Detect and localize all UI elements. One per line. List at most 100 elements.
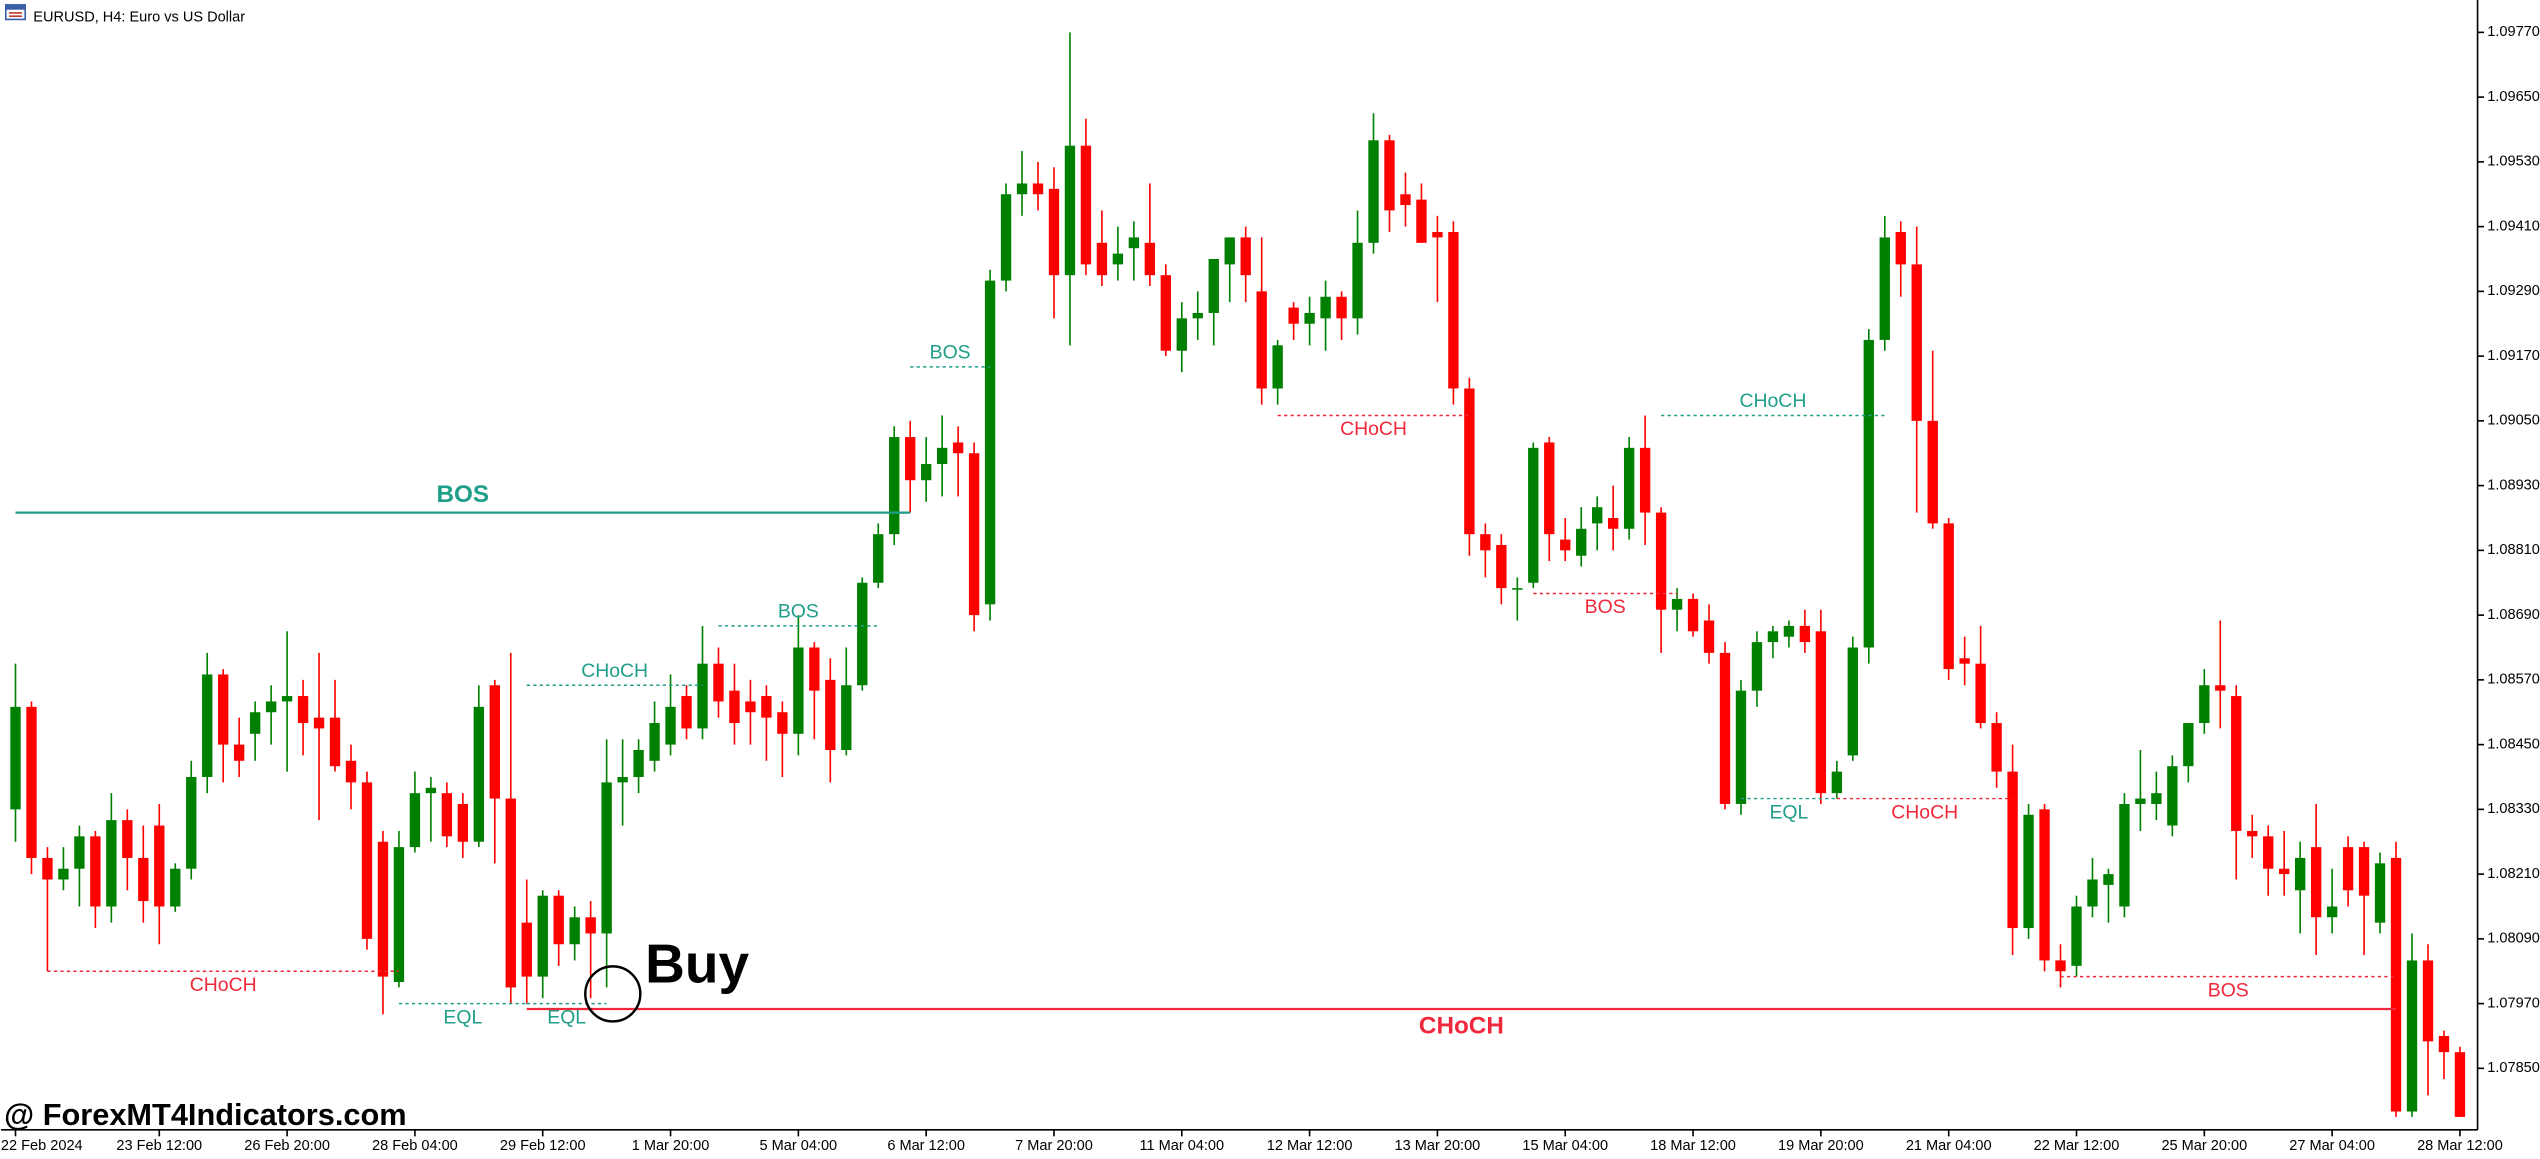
candle-body <box>617 776 628 783</box>
candle-body <box>1464 388 1475 535</box>
candle-body <box>1576 528 1587 556</box>
candle-body <box>2390 857 2402 1112</box>
candle-body <box>457 803 469 842</box>
y-tick-label: 1.08930 <box>2487 477 2540 493</box>
candle-body <box>825 679 836 751</box>
candle-body <box>2422 960 2434 1042</box>
candle-body <box>10 706 21 810</box>
candle-body <box>361 782 373 939</box>
candle-body <box>265 701 277 713</box>
candle-body <box>441 793 453 837</box>
candle-body <box>889 437 900 535</box>
candle-body <box>138 857 149 902</box>
signal-circle <box>584 965 642 1023</box>
candle-body <box>713 663 724 702</box>
candle-body <box>2454 1052 2466 1117</box>
candle-body <box>1607 517 1619 529</box>
candle-body <box>42 857 53 880</box>
candle-body <box>1048 188 1060 276</box>
candle-body <box>1016 183 1028 195</box>
candle-body <box>1528 447 1539 583</box>
candle-body <box>1368 140 1379 243</box>
candle-body <box>1176 318 1187 351</box>
y-tick-label: 1.08450 <box>2487 736 2540 752</box>
candle-body <box>1943 523 1954 670</box>
candle-body <box>122 820 133 858</box>
candle-body <box>1799 625 1811 643</box>
candle-body <box>1400 194 1411 206</box>
candle-body <box>233 744 245 761</box>
candle-body <box>1128 237 1140 249</box>
candle-body <box>952 442 964 454</box>
x-tick-label: 6 Mar 12:00 <box>887 1138 965 1154</box>
candle-body <box>2135 798 2146 804</box>
x-tick-label: 18 Mar 12:00 <box>1650 1138 1736 1154</box>
candle-body <box>2151 793 2162 804</box>
x-tick-label: 27 Mar 04:00 <box>2289 1138 2375 1154</box>
candle-body <box>1911 264 1922 421</box>
y-tick-label: 1.09770 <box>2487 24 2540 40</box>
candle-body <box>1879 237 1890 340</box>
candle-body <box>1895 232 1906 265</box>
y-tick-label: 1.09650 <box>2487 89 2540 105</box>
level-label: EQL <box>547 1006 586 1028</box>
candle-body <box>2183 723 2194 767</box>
x-tick-label: 29 Feb 12:00 <box>500 1138 586 1154</box>
candle-body <box>1560 539 1571 551</box>
candle-body <box>1544 442 1555 535</box>
candle-body <box>281 696 293 702</box>
candle-body <box>920 464 932 481</box>
candle-body <box>1320 296 1331 319</box>
level-label: BOS <box>2208 979 2249 1001</box>
candle-body <box>1096 242 1108 276</box>
candle-body <box>537 895 548 977</box>
candle-body <box>2231 696 2242 831</box>
y-tick-label: 1.08570 <box>2487 672 2540 688</box>
plot-area: 1.07850 1.07970 1.08090 1.08210 1.08330 1.084… <box>1 24 2540 1154</box>
candle-body <box>186 776 197 869</box>
candle-body <box>521 922 532 977</box>
candle-body <box>1767 631 1779 643</box>
candle-body <box>2263 836 2274 869</box>
candle-body <box>106 820 117 907</box>
candle-body <box>1256 291 1267 389</box>
level-label: EQL <box>443 1006 482 1028</box>
candle-body <box>1975 663 1986 724</box>
x-tick-label: 13 Mar 20:00 <box>1395 1138 1481 1154</box>
y-tick-label: 1.09530 <box>2487 154 2540 170</box>
candle-body <box>1831 771 1843 794</box>
candle-body <box>2199 685 2210 724</box>
chart-title: EURUSD, H4: Euro vs US Dollar <box>33 10 245 26</box>
candle-body <box>1112 253 1124 265</box>
candle-body <box>793 647 804 734</box>
candle-body <box>1240 237 1251 276</box>
candle-body <box>313 717 325 729</box>
candle-body <box>2023 814 2034 929</box>
level-label: BOS <box>930 341 971 363</box>
y-tick-label: 1.09170 <box>2487 348 2540 364</box>
y-tick-label: 1.08330 <box>2487 801 2540 817</box>
candle-body <box>345 760 357 783</box>
candle-body <box>74 836 85 869</box>
candle-body <box>777 712 788 734</box>
candle-body <box>202 674 213 777</box>
candle-body <box>1224 237 1235 265</box>
y-tick-label: 1.07970 <box>2487 995 2540 1011</box>
candle-body <box>1623 447 1635 529</box>
candle-body <box>2374 863 2386 923</box>
candle-body <box>1080 145 1092 265</box>
candle-body <box>1496 544 1507 589</box>
x-tick-label: 15 Mar 04:00 <box>1522 1138 1608 1154</box>
y-tick-label: 1.09410 <box>2487 218 2540 234</box>
candle-body <box>841 685 852 751</box>
candle-body <box>2039 809 2050 961</box>
candle-body <box>218 674 229 745</box>
candle-body <box>1208 258 1219 313</box>
candle-body <box>1783 625 1795 637</box>
candle-body <box>857 582 868 686</box>
x-tick-label: 11 Mar 04:00 <box>1139 1138 1224 1154</box>
candle-body <box>633 750 644 777</box>
candle-body <box>1991 723 2002 772</box>
